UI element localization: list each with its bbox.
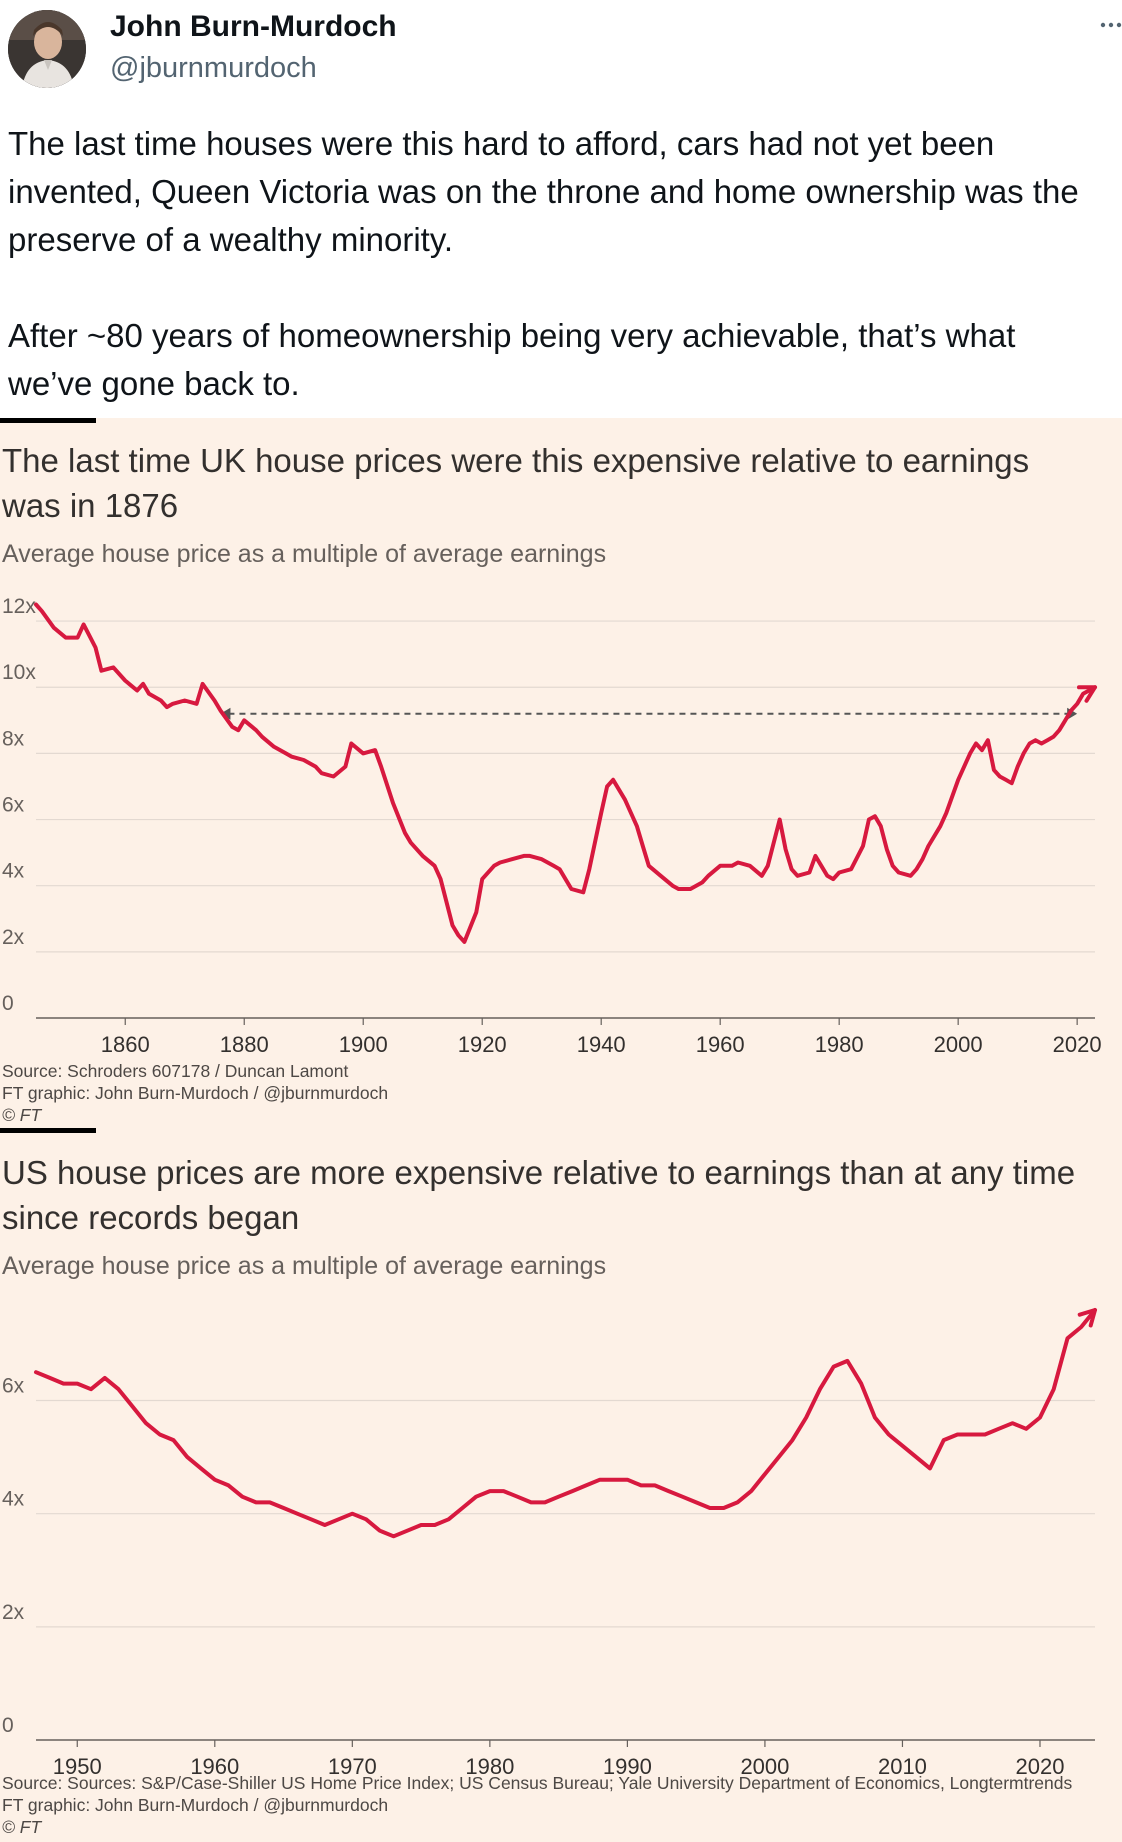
x-tick-label: 1960 [696,1032,745,1057]
author-handle[interactable]: @jburnmurdoch [110,52,317,84]
y-tick-label: 2x [2,926,25,949]
us-chart-source: Source: Sources: S&P/Case-Shiller US Hom… [2,1772,1072,1838]
uk-chart-plot: 0 2x 4x 6x 8x 10x 12x 1860 1880 1900 1920 1940 1960 1… [2,595,1102,1057]
x-tick-label: 2000 [740,1754,789,1779]
series-end-arrow-icon [1077,1308,1097,1328]
x-tick-label: 1880 [220,1032,269,1057]
x-tick-label: 2020 [1053,1032,1102,1057]
us-chart-title: US house prices are more expensive relat… [2,1154,1076,1236]
avatar-image [8,10,86,88]
x-tick-label: 1860 [101,1032,150,1057]
x-tick-label: 1980 [465,1754,514,1779]
x-tick-label: 1900 [339,1032,388,1057]
x-tick-label: 1920 [458,1032,507,1057]
y-tick-label: 6x [2,794,25,817]
ft-chart-topbar [0,418,96,423]
avatar[interactable] [8,10,86,88]
series-line [34,1308,1097,1539]
x-tick-label: 1980 [815,1032,864,1057]
source-line: Source: Schroders 607178 / Duncan Lamont [2,1061,349,1081]
arrowhead-left-icon [220,707,231,720]
author-name[interactable]: John Burn-Murdoch [110,10,397,43]
credit-line: FT graphic: John Burn-Murdoch / @jburnmu… [2,1795,389,1815]
y-tick-label: 4x [2,1488,25,1511]
y-tick-label: 12x [2,595,36,618]
ft-chart-topbar [0,1128,96,1133]
y-tick-label: 10x [2,661,36,684]
tweet-text: The last time houses were this hard to a… [8,120,1108,408]
y-tick-label: 2x [2,1601,25,1624]
y-tick-label: 8x [2,727,25,750]
uk-chart-subtitle: Average house price as a multiple of ave… [2,540,607,568]
x-tick-label: 2010 [878,1754,927,1779]
copyright-line: © FT [2,1817,42,1837]
credit-line: FT graphic: John Burn-Murdoch / @jburnmu… [2,1083,389,1103]
series-line [34,602,1097,944]
x-tick-label: 1950 [53,1754,102,1779]
uk-chart-source: Source: Schroders 607178 / Duncan Lamont… [2,1060,388,1126]
uk-chart-title: The last time UK house prices were this … [2,442,1030,524]
x-tick-label: 1940 [577,1032,626,1057]
x-tick-label: 1970 [328,1754,377,1779]
tweet-paragraph-1: The last time houses were this hard to a… [8,125,1088,258]
copyright-line: © FT [2,1105,42,1125]
y-tick-label: 0 [2,1714,14,1737]
x-tick-label: 2020 [1016,1754,1065,1779]
us-chart-card[interactable]: US house prices are more expensive relat… [0,1128,1122,1842]
tweet-paragraph-2: After ~80 years of homeownership being v… [8,317,1025,402]
y-tick-label: 6x [2,1375,25,1398]
us-chart-plot: 0 2x 4x 6x 1950 1960 1970 1980 1990 2000 2010 2020 [2,1308,1097,1779]
x-tick-label: 1990 [603,1754,652,1779]
us-chart-subtitle: Average house price as a multiple of ave… [2,1252,607,1280]
y-tick-label: 4x [2,860,25,883]
x-tick-label: 1960 [190,1754,239,1779]
tweet-header: John Burn-Murdoch @jburnmurdoch [0,0,1122,110]
source-line: Source: Sources: S&P/Case-Shiller US Hom… [2,1773,1073,1793]
uk-chart-card[interactable]: The last time UK house prices were this … [0,418,1122,1128]
series-end-arrow-icon [1077,685,1097,703]
y-tick-label: 0 [2,992,14,1015]
more-dots-icon[interactable] [1096,12,1122,38]
x-tick-label: 2000 [934,1032,983,1057]
